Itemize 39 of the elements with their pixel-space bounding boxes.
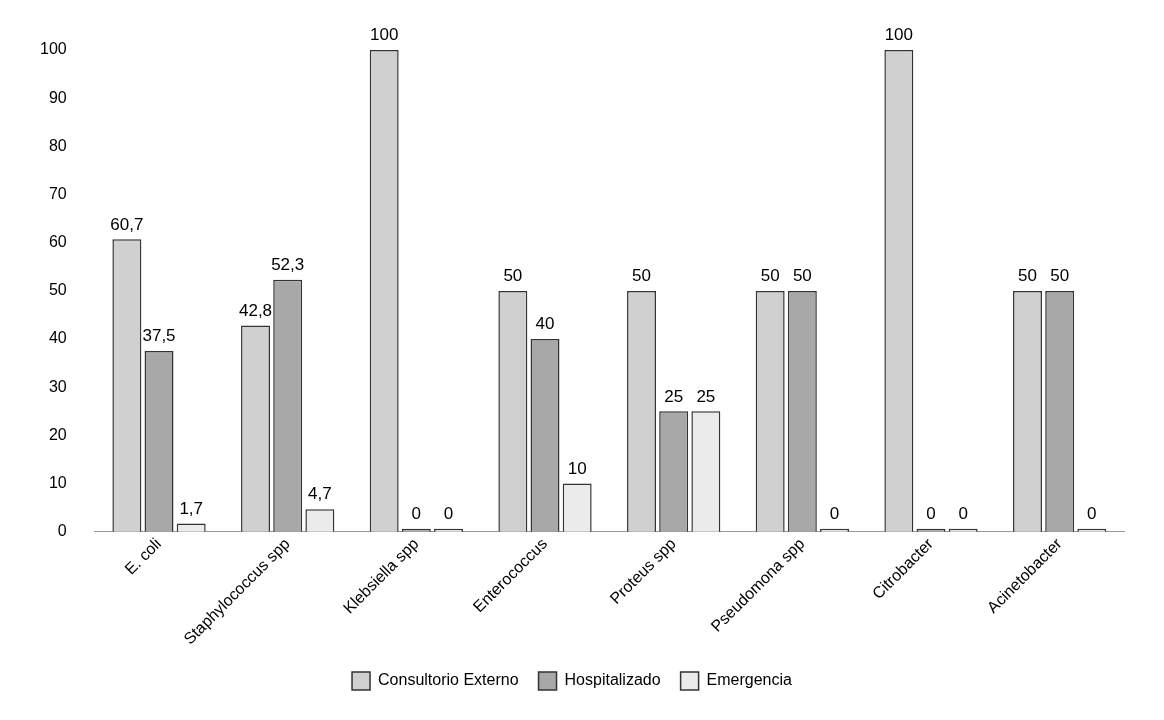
data-label: 25 bbox=[664, 386, 684, 406]
y-tick-label: 100 bbox=[39, 40, 67, 58]
y-tick-label: 10 bbox=[48, 474, 67, 492]
x-tick-label: E. coli bbox=[121, 534, 165, 578]
y-tick-label: 20 bbox=[48, 425, 67, 443]
data-label: 50 bbox=[760, 266, 780, 286]
data-label: 0 bbox=[958, 503, 968, 523]
legend-label: Consultorio Externo bbox=[378, 671, 519, 689]
y-tick-label: 60 bbox=[48, 233, 67, 251]
data-label: 1,7 bbox=[179, 498, 204, 518]
data-label: 37,5 bbox=[142, 326, 176, 346]
y-tick-label: 50 bbox=[48, 281, 67, 299]
data-label: 4,7 bbox=[308, 484, 332, 504]
data-label: 100 bbox=[370, 25, 399, 45]
data-label: 60,7 bbox=[110, 214, 144, 234]
data-label: 50 bbox=[503, 266, 523, 286]
data-label: 25 bbox=[696, 386, 716, 406]
legend-label: Emergencia bbox=[706, 671, 793, 689]
data-label: 50 bbox=[792, 266, 812, 286]
y-tick-label: 80 bbox=[48, 136, 67, 154]
data-label: 100 bbox=[884, 25, 914, 45]
data-label: 50 bbox=[1018, 266, 1037, 286]
y-tick-label: 90 bbox=[48, 88, 67, 106]
data-label: 50 bbox=[632, 266, 651, 286]
data-label: 50 bbox=[1050, 266, 1070, 286]
data-label: 0 bbox=[1087, 503, 1097, 523]
data-label: 0 bbox=[926, 503, 936, 523]
data-label: 0 bbox=[829, 503, 840, 523]
data-label: 0 bbox=[411, 503, 422, 523]
data-label: 42,8 bbox=[238, 300, 273, 320]
data-label: 52,3 bbox=[271, 255, 305, 275]
data-label: 0 bbox=[443, 503, 454, 523]
legend-label: Hospitalizado bbox=[564, 671, 661, 689]
y-tick-label: 30 bbox=[48, 377, 67, 395]
y-tick-label: 40 bbox=[48, 329, 67, 347]
y-tick-label: 0 bbox=[57, 522, 67, 540]
y-tick-label: 70 bbox=[48, 184, 67, 202]
data-label: 10 bbox=[567, 458, 587, 478]
data-label: 40 bbox=[535, 314, 555, 334]
